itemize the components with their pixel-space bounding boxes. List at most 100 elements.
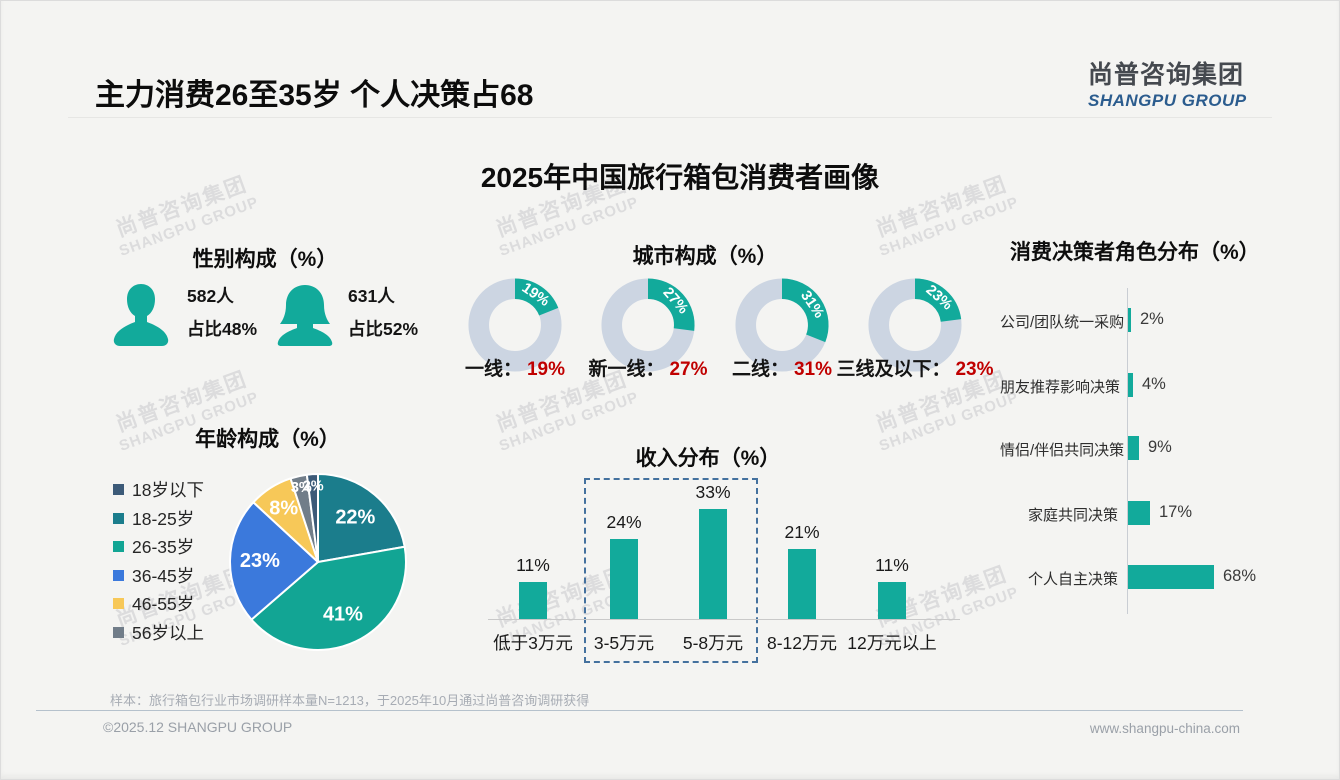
legend-swatch — [113, 484, 124, 495]
male-icon — [113, 284, 169, 346]
donut-label: 三线及以下： 23% — [836, 359, 994, 380]
legend-item: 56岁以上 — [113, 620, 204, 645]
decision-bar — [1128, 436, 1139, 460]
income-bar-value: 21% — [784, 522, 820, 542]
decision-bar — [1128, 308, 1131, 332]
pie-slice-label: 41% — [323, 603, 363, 625]
donut-cell: 23% 三线及以下： 23% — [836, 276, 994, 416]
donut-label: 二线： 31% — [731, 359, 833, 380]
footer-divider — [36, 710, 1243, 711]
income-bar-value: 24% — [606, 512, 642, 532]
decision-chart: 消费决策者角色分布（%） 公司/团队统一采购 2% 朋友推荐影响决策 4% 情侣/伴侣共… — [1000, 236, 1330, 646]
header-divider — [68, 117, 1272, 118]
pie-slice — [317, 473, 406, 563]
donut-cell: 27% 新一线： 27% — [588, 276, 708, 416]
female-count: 631人 — [348, 286, 395, 306]
decision-bar-value: 17% — [1159, 503, 1193, 521]
infographic-title: 2025年中国旅行箱包消费者画像 — [480, 162, 880, 193]
pie-slice-label: 3% — [291, 480, 312, 496]
income-category-label: 8-12万元 — [766, 633, 838, 653]
legend-item: 26-35岁 — [113, 534, 194, 559]
income-category-label: 12万元以上 — [847, 633, 937, 653]
donut-chart: 31% — [735, 278, 829, 372]
logo: 尚普咨询集团 SHANGPU GROUP — [1088, 55, 1258, 111]
decision-row-label: 个人自主决策 — [1027, 571, 1118, 588]
legend-label: 36-45岁 — [132, 566, 195, 586]
legend-label: 46-55岁 — [132, 594, 195, 614]
decision-bar — [1128, 373, 1133, 397]
legend-item: 18岁以下 — [113, 477, 204, 502]
donut-cell: 19% 一线： 19% — [464, 276, 566, 416]
pie-slice — [229, 501, 319, 621]
decision-bar-value: 4% — [1142, 375, 1166, 393]
legend-item: 36-45岁 — [113, 563, 194, 588]
age-chart-title: 年龄构成（%） — [195, 428, 340, 451]
decision-axis — [1127, 288, 1128, 614]
donut-chart: 27% — [601, 278, 695, 372]
income-category-label: 3-5万元 — [593, 633, 655, 653]
pie-slice-label: 8% — [269, 498, 298, 520]
decision-bar-value: 2% — [1140, 310, 1164, 328]
income-chart: 收入分布（%） 11% 低于3万元 24% 3-5万元 33% 5-8万元 21% 8-12万… — [455, 440, 975, 680]
female-icon — [277, 285, 333, 346]
decision-row-label: 情侣/伴侣共同决策 — [1000, 442, 1125, 459]
male-share: 占比48% — [187, 319, 258, 339]
city-chart: 城市构成（%） 19% 一线： 19% 27% 新一线： 27% 31% 二线： 31% 23% 三… — [455, 240, 994, 390]
pie-slice-label: 22% — [335, 507, 375, 529]
website: www.shangpu-china.com — [1089, 721, 1240, 736]
legend-swatch — [113, 627, 124, 638]
decision-bar-value: 9% — [1148, 438, 1172, 456]
pie-slice — [250, 545, 407, 651]
decision-row-label: 公司/团队统一采购 — [1000, 314, 1125, 331]
male-count: 582人 — [187, 286, 234, 306]
donut-chart: 23% — [868, 278, 962, 372]
income-chart-title: 收入分布（%） — [635, 447, 781, 470]
decision-bar — [1128, 501, 1150, 525]
age-chart: 年龄构成（%） 18岁以下 18-25岁 26-35岁 36-45岁 46-55岁 56岁… — [95, 423, 440, 673]
copyright: ©2025.12 SHANGPU GROUP — [103, 719, 293, 735]
legend-item: 46-55岁 — [113, 591, 194, 616]
income-baseline — [488, 619, 960, 620]
legend-swatch — [113, 598, 124, 609]
income-bar-value: 33% — [695, 482, 731, 502]
income-bar — [878, 582, 906, 619]
legend-label: 18岁以下 — [132, 480, 204, 500]
decision-row-label: 朋友推荐影响决策 — [1000, 379, 1121, 396]
income-category-label: 低于3万元 — [493, 633, 573, 653]
page-title: 主力消费26至35岁 个人决策占68 — [95, 79, 534, 112]
income-bar — [610, 539, 638, 619]
legend-label: 18-25岁 — [132, 509, 195, 529]
legend-swatch — [113, 513, 124, 524]
highlight-box — [584, 478, 758, 663]
decision-chart-title: 消费决策者角色分布（%） — [1010, 241, 1260, 264]
legend-label: 26-35岁 — [132, 537, 195, 557]
income-bar — [519, 582, 547, 619]
female-share: 占比52% — [348, 319, 419, 339]
pie-slice-label: 2% — [303, 478, 324, 494]
decision-bar-value: 68% — [1223, 567, 1257, 585]
pie-slice-label: 23% — [240, 550, 280, 572]
income-bar — [788, 549, 816, 619]
gender-chart: 性别构成（%） 582人 占比48% 631人 占比52% — [95, 243, 435, 363]
income-bar — [699, 509, 727, 619]
donut-label: 一线： 19% — [464, 359, 566, 380]
decision-bar — [1128, 565, 1214, 589]
pie-slice — [305, 473, 319, 563]
legend-swatch — [113, 570, 124, 581]
donut-label: 新一线： 27% — [588, 359, 708, 380]
city-chart-title: 城市构成（%） — [632, 245, 778, 268]
legend-item: 18-25岁 — [113, 506, 194, 531]
legend-swatch — [113, 541, 124, 552]
logo-text-en: SHANGPU GROUP — [1088, 91, 1247, 110]
donut-cell: 31% 二线： 31% — [731, 276, 833, 416]
income-bar-value: 11% — [875, 555, 909, 575]
income-bar-value: 11% — [516, 555, 550, 575]
logo-text-cn: 尚普咨询集团 — [1088, 61, 1245, 89]
gender-chart-title: 性别构成（%） — [192, 248, 338, 271]
legend-label: 56岁以上 — [132, 623, 204, 643]
donut-chart: 19% — [468, 278, 562, 372]
decision-row-label: 家庭共同决策 — [1027, 507, 1118, 524]
age-pie-svg: 22% 41% 23% 8% 3%2% — [229, 473, 407, 651]
sample-note: 样本：旅行箱包行业市场调研样本量N=1213，于2025年10月通过尚普咨询调研… — [110, 693, 590, 708]
